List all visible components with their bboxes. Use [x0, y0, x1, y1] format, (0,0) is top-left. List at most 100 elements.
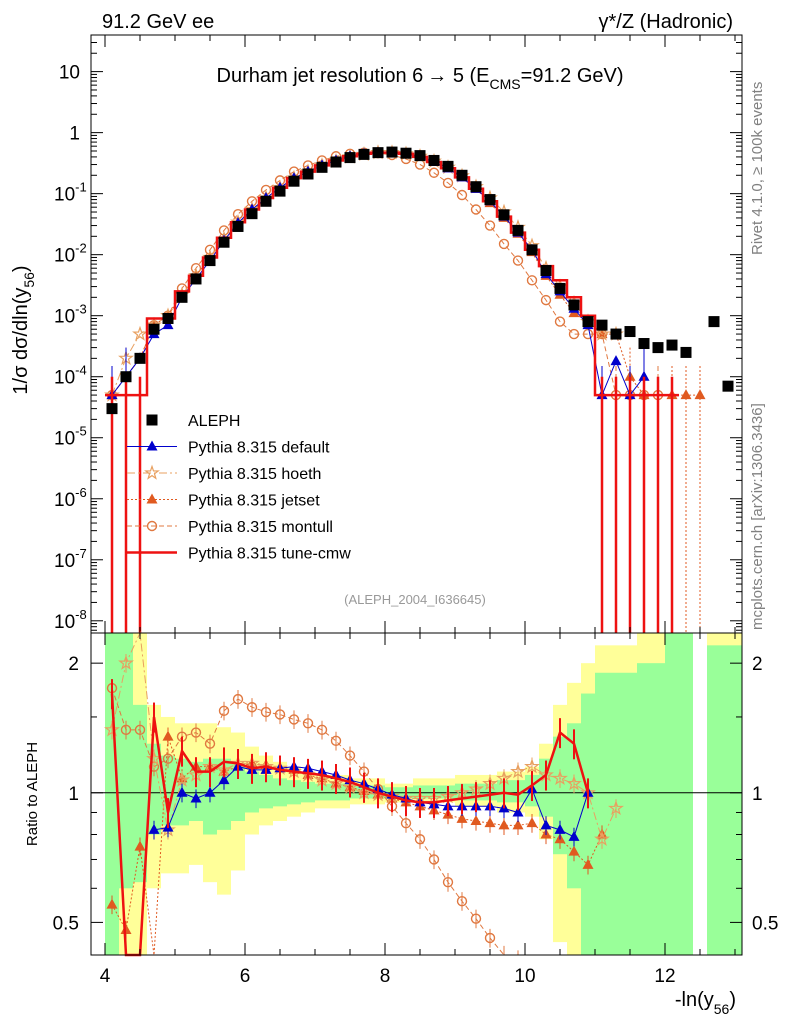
- data-point: [330, 156, 342, 168]
- data-point: [274, 185, 286, 197]
- data-point: [694, 389, 706, 400]
- x-tick-label: 8: [380, 966, 391, 987]
- data-point: [288, 175, 300, 187]
- ratio-point: [176, 786, 188, 797]
- legend-label-montull: Pythia 8.315 montull: [188, 519, 333, 536]
- x-tick-label: 6: [240, 966, 251, 987]
- data-point: [652, 342, 664, 354]
- band-green: [315, 783, 350, 801]
- ratio-y-tick-label-left: 0.5: [53, 913, 79, 934]
- legend-label-tunecmw: Pythia 8.315 tune-cmw: [188, 546, 351, 563]
- data-point: [232, 220, 244, 232]
- data-point: [162, 319, 174, 330]
- data-point: [148, 323, 160, 335]
- ratio-series-tunecmw: [110, 679, 590, 957]
- ratio-point: [260, 706, 272, 718]
- data-point: [638, 370, 650, 381]
- data-point: [484, 220, 496, 231]
- ratio-point: [510, 763, 526, 779]
- ratio-point: [174, 771, 190, 787]
- band-green: [665, 633, 693, 955]
- data-point: [582, 316, 594, 328]
- header-left: 91.2 GeV ee: [102, 11, 214, 33]
- y-tick-label: 10-2: [54, 241, 87, 267]
- ratio-point: [162, 730, 174, 741]
- ratio-point: [512, 819, 524, 830]
- legend-label-aleph: ALEPH: [188, 413, 240, 430]
- data-point: [358, 148, 370, 160]
- y-tick-label: 10: [59, 63, 80, 84]
- band-green: [637, 663, 665, 955]
- header-right: γ*/Z (Hadronic): [599, 11, 733, 33]
- data-point: [246, 208, 258, 220]
- data-point: [344, 152, 356, 164]
- ratio-point: [316, 724, 328, 736]
- ratio-y-axis-label: Ratio to ALEPH: [24, 742, 41, 846]
- ratio-point: [190, 727, 202, 738]
- data-point: [456, 189, 468, 201]
- data-point: [428, 154, 440, 166]
- series-aleph: [106, 146, 734, 415]
- ratio-point: [120, 924, 132, 935]
- legend-label-hoeth: Pythia 8.315 hoeth: [188, 466, 321, 483]
- data-point: [176, 291, 188, 303]
- y-tick-label: 10-3: [54, 302, 87, 328]
- y-tick-label: 10-7: [54, 546, 87, 572]
- data-point: [582, 328, 594, 340]
- data-point: [540, 294, 552, 306]
- ratio-point: [540, 819, 552, 830]
- main-plot-series: [104, 144, 734, 633]
- ratio-point: [302, 718, 314, 729]
- mcplots-label: mcplots.cern.ch [arXiv:1306.3436]: [749, 403, 766, 630]
- plot-title: Durham jet resolution 6 → 5 (ECMS=91.2 Ge…: [217, 65, 624, 92]
- data-point: [554, 282, 566, 294]
- ratio-point: [106, 898, 118, 909]
- data-point: [190, 273, 202, 285]
- band-green: [707, 645, 742, 955]
- data-point: [428, 167, 440, 178]
- legend-marker-jetset: [146, 493, 158, 504]
- data-point: [594, 325, 610, 341]
- y-tick-label: 1: [69, 124, 80, 145]
- ratio-point: [148, 823, 160, 834]
- data-point: [218, 236, 230, 248]
- band-green: [259, 774, 273, 809]
- band-green: [119, 633, 133, 889]
- ratio-y-tick-label-left: 2: [68, 654, 79, 675]
- data-point: [610, 328, 622, 340]
- ratio-point: [582, 858, 594, 869]
- ratio-y-tick-label-right: 2: [752, 654, 763, 675]
- ratio-point: [246, 702, 258, 713]
- data-point: [638, 338, 650, 350]
- ratio-series: [104, 631, 624, 957]
- ratio-point: [162, 753, 174, 764]
- ratio-point: [204, 738, 216, 749]
- ratio-point: [524, 758, 540, 774]
- ratio-point: [274, 709, 286, 720]
- band-green: [553, 736, 567, 855]
- ratio-point: [134, 724, 146, 736]
- ratio-point: [428, 854, 440, 865]
- data-point: [470, 204, 482, 215]
- ratio-plot-frame: [90, 632, 743, 956]
- data-point: [316, 161, 328, 173]
- ratio-point: [498, 819, 510, 830]
- ratio-point: [400, 817, 412, 829]
- y-tick-label: 10-6: [54, 485, 87, 511]
- ratio-point: [218, 705, 230, 717]
- legend-marker-montull: [146, 520, 158, 532]
- data-point: [526, 244, 538, 256]
- data-point: [498, 238, 510, 250]
- data-point: [526, 275, 538, 286]
- x-tick-label: 12: [654, 966, 675, 987]
- main-plot-ticks: 10 1 10-1 10-2 10-3 10-4 10-5 10-6 10-7 10-8: [54, 35, 742, 633]
- ratio-point: [484, 817, 496, 828]
- ratio-series-montull: [106, 679, 602, 956]
- data-point: [386, 146, 398, 158]
- band-green: [245, 771, 259, 813]
- ratio-point: [118, 654, 134, 670]
- y-tick-label: 10-5: [54, 424, 87, 450]
- band-green: [287, 780, 301, 805]
- band-green: [133, 704, 147, 883]
